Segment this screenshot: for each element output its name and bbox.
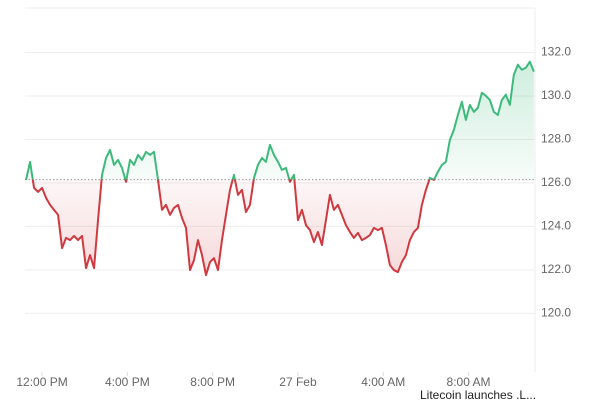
y-tick-label: 130.0 xyxy=(541,88,571,102)
y-tick-label: 122.0 xyxy=(541,262,571,276)
x-tick-label: 8:00 AM xyxy=(447,375,491,389)
y-tick-label: 120.0 xyxy=(541,305,571,319)
x-tick-label: 27 Feb xyxy=(279,375,317,389)
price-line xyxy=(25,60,535,277)
y-tick-label: 132.0 xyxy=(541,45,571,59)
y-tick-label: 128.0 xyxy=(541,132,571,146)
x-tick-label: 8:00 PM xyxy=(190,375,235,389)
y-tick-label: 126.0 xyxy=(541,175,571,189)
annotation: Litecoin launches .L... xyxy=(420,388,536,400)
x-tick-label: 4:00 AM xyxy=(361,375,405,389)
area-fill xyxy=(26,61,534,276)
x-tick-label: 12:00 PM xyxy=(16,375,67,389)
x-tick-label: 4:00 PM xyxy=(105,375,150,389)
y-tick-label: 124.0 xyxy=(541,219,571,233)
